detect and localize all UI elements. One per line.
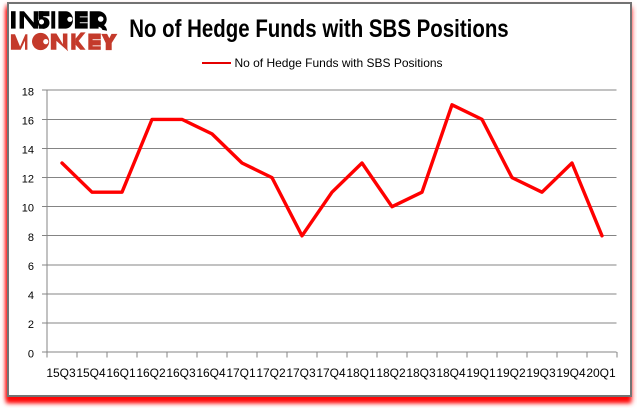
svg-text:12: 12 [22,174,34,186]
svg-text:18Q1: 18Q1 [346,366,376,380]
svg-text:18Q3: 18Q3 [406,366,436,380]
svg-text:0: 0 [28,348,34,360]
svg-text:19Q2: 19Q2 [496,366,526,380]
svg-text:15Q4: 15Q4 [76,366,106,380]
svg-text:14: 14 [22,145,34,157]
svg-text:20Q1: 20Q1 [586,366,616,380]
svg-text:6: 6 [28,261,34,273]
svg-text:16Q4: 16Q4 [196,366,226,380]
svg-text:16Q3: 16Q3 [166,366,196,380]
svg-text:17Q4: 17Q4 [316,366,346,380]
svg-text:4: 4 [28,290,34,302]
svg-text:16Q1: 16Q1 [106,366,136,380]
svg-text:8: 8 [28,232,34,244]
svg-text:19Q3: 19Q3 [526,366,556,380]
svg-text:18: 18 [22,86,34,98]
svg-text:18Q4: 18Q4 [436,366,466,380]
svg-text:17Q3: 17Q3 [286,366,316,380]
svg-text:17Q1: 17Q1 [226,366,256,380]
svg-text:10: 10 [22,203,34,215]
svg-text:16: 16 [22,115,34,127]
svg-text:19Q4: 19Q4 [556,366,586,380]
svg-text:2: 2 [28,319,34,331]
svg-text:17Q2: 17Q2 [256,366,286,380]
svg-text:19Q1: 19Q1 [466,366,496,380]
svg-text:18Q2: 18Q2 [376,366,406,380]
svg-text:16Q2: 16Q2 [136,366,166,380]
svg-text:15Q3: 15Q3 [46,366,76,380]
